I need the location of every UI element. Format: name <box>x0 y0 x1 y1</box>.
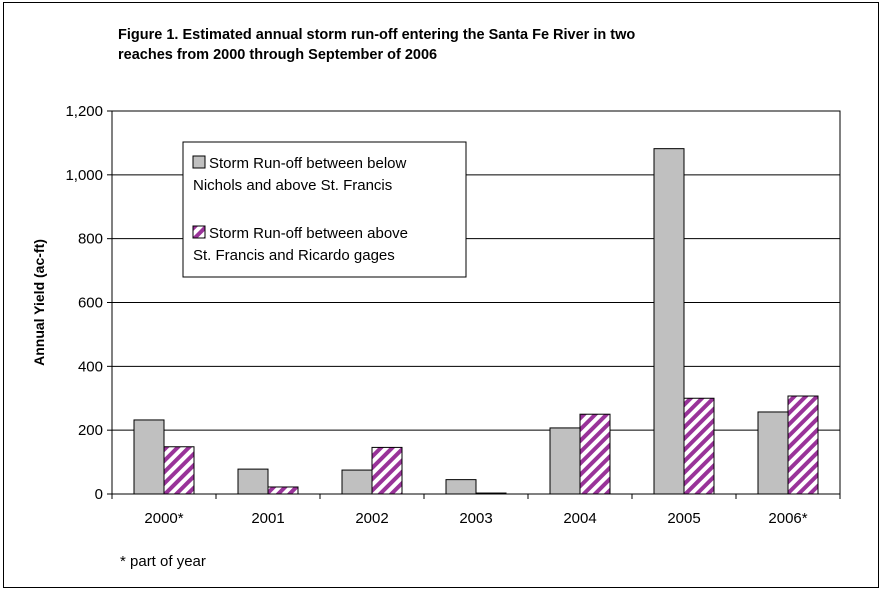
bar-series1-2003 <box>445 479 477 495</box>
x-tick-label: 2006* <box>768 510 807 527</box>
bar-series1-2002 <box>341 469 373 495</box>
bar-series1-2006* <box>757 411 789 495</box>
y-tick-label: 400 <box>78 358 103 375</box>
legend-label-series1: Storm Run-off between below Nichols and a… <box>193 155 406 194</box>
y-tick-label: 200 <box>78 422 103 439</box>
bar-series2-2001 <box>267 486 299 495</box>
y-tick-label: 1,000 <box>65 167 103 184</box>
y-tick-label: 0 <box>95 486 103 503</box>
legend-swatch-series1 <box>192 155 206 169</box>
y-tick-label: 800 <box>78 231 103 248</box>
legend-label-series2: Storm Run-off between above St. Francis a… <box>193 225 408 264</box>
legend-swatch-series2 <box>192 225 206 239</box>
legend: Storm Run-off between below Nichols and a… <box>182 141 467 278</box>
chart-title: Figure 1. Estimated annual storm run-off… <box>118 27 636 63</box>
axis-layer <box>107 110 841 499</box>
x-tick-label: 2003 <box>459 510 492 527</box>
bar-series1-2005 <box>653 148 685 495</box>
footnote: * part of year <box>120 553 206 570</box>
x-tick-label: 2004 <box>563 510 596 527</box>
plot-area-border <box>111 110 841 495</box>
x-tick-label: 2002 <box>355 510 388 527</box>
text-layer: 0 200 400 600 800 1,000 1,200 2000* 2001 2002 2003… <box>31 103 808 570</box>
x-tick-label: 2001 <box>251 510 284 527</box>
bar-series1-2001 <box>237 468 269 495</box>
y-tick-label: 1,200 <box>65 103 103 120</box>
y-tick-label: 600 <box>78 295 103 312</box>
bar-series1-2000* <box>133 419 165 495</box>
x-tick-label: 2005 <box>667 510 700 527</box>
y-axis-title: Annual Yield (ac-ft) <box>31 239 47 366</box>
x-tick-label: 2000* <box>144 510 183 527</box>
bar-series2-2004 <box>579 413 611 495</box>
bar-series2-2000* <box>163 446 195 495</box>
bar-series1-2004 <box>549 427 581 495</box>
bar-series2-2006* <box>787 395 819 495</box>
bar-series2-2002 <box>371 446 403 495</box>
legend-box <box>182 141 467 278</box>
bar-series2-2005 <box>683 397 715 495</box>
